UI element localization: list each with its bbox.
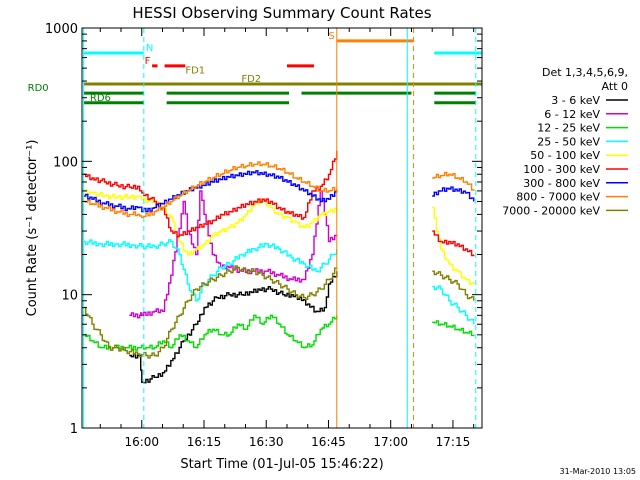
legend-label-6-12-kev: 6 - 12 keV [544, 108, 600, 121]
legend-label-300-800-kev: 300 - 800 keV [523, 177, 600, 190]
x-axis-label: Start Time (01-Jul-05 15:46:22) [180, 457, 383, 472]
legend-title-line-2: Att 0 [602, 80, 628, 93]
series-line-100-300-kev-part-2 [432, 230, 475, 257]
series-line-7000-20000-kev [83, 265, 338, 359]
y-tick-label-10: 10 [61, 289, 78, 304]
legend-label-7000-20000-kev: 7000 - 20000 keV [502, 204, 600, 217]
flag-label-rd0: RD0 [28, 83, 49, 94]
vertical-markers [83, 28, 477, 428]
series-line-6-12-kev [129, 190, 338, 319]
legend-label-100-300-kev: 100 - 300 keV [523, 163, 600, 176]
flag-label-n: N [146, 43, 153, 54]
series-line-800-7000-kev-part-2 [432, 171, 475, 191]
x-tick-label-16-15: 16:15 [187, 435, 222, 449]
legend-label-3-6-kev: 3 - 6 keV [551, 94, 600, 107]
legend-title-line-1: Det 1,3,4,5,6,9, [542, 66, 628, 79]
series-line-800-7000-kev [83, 161, 338, 219]
x-axis: 16:00 16:15 16:30 16:45 17:00 17:15 [99, 28, 475, 449]
flag-label-rd6: RD6 [90, 93, 111, 104]
flag-bars: N S F FD1 FD2 RD0 RD6 [28, 31, 482, 105]
x-tick-label-17-00: 17:00 [373, 435, 408, 449]
legend-label-800-7000-kev: 800 - 7000 keV [516, 191, 600, 204]
plot-frame [81, 27, 483, 429]
series-lines [83, 150, 475, 384]
flag-label-fd1: FD1 [185, 66, 205, 77]
y-tick-label-1: 1 [70, 422, 78, 437]
x-tick-label-16-30: 16:30 [249, 435, 284, 449]
flag-label-fd2: FD2 [241, 74, 261, 85]
series-line-7000-20000-kev-part-2 [432, 270, 475, 301]
series-line-50-100-kev-part-2 [432, 206, 475, 285]
series-line-25-50-kev [83, 239, 338, 302]
chart-title: HESSI Observing Summary Count Rates [132, 4, 431, 22]
y-axis: 1 10 100 1000 [45, 22, 482, 437]
y-tick-label-100: 100 [53, 155, 78, 170]
legend-label-25-50-kev: 25 - 50 keV [537, 135, 600, 148]
y-tick-label-1000: 1000 [45, 22, 78, 37]
flag-label-f: F [145, 56, 151, 67]
series-line-25-50-kev-part-2 [432, 285, 475, 325]
y-axis-label: Count Rate (s⁻¹ detector⁻¹) [25, 140, 40, 317]
series-line-12-25-kev-part-2 [432, 320, 475, 337]
series-line-100-300-kev [83, 150, 338, 238]
x-tick-label-16-45: 16:45 [311, 435, 346, 449]
footer-date: 31-Mar-2010 13:05 [560, 467, 637, 476]
legend-label-12-25-kev: 12 - 25 keV [537, 122, 600, 135]
x-tick-label-16-00: 16:00 [124, 435, 159, 449]
series-line-3-6-kev [129, 271, 338, 384]
flag-label-s: S [328, 31, 334, 42]
series-line-50-100-kev [83, 189, 338, 256]
legend-label-50-100-kev: 50 - 100 keV [530, 149, 600, 162]
series-line-300-800-kev-part-2 [432, 186, 475, 202]
x-tick-label-17-15: 17:15 [436, 435, 471, 449]
series-line-300-800-kev [83, 170, 338, 213]
series-line-12-25-kev [83, 314, 338, 351]
